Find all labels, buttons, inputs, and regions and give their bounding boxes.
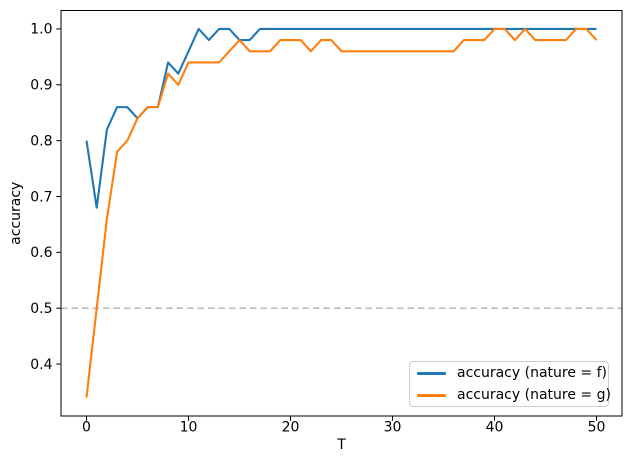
legend-item: accuracy (nature = g) [417,386,611,404]
x-tick-label: 10 [180,420,198,436]
x-tick-label: 20 [282,420,300,436]
plot-border [60,10,623,417]
y-tick-label: 0.6 [30,245,52,261]
y-axis-label: accuracy [8,182,24,245]
y-axis-ticks: 0.4 0.5 0.6 0.7 0.8 0.9 1.0 [30,22,61,373]
y-tick-label: 0.5 [30,301,52,317]
x-axis-label: T [336,437,346,453]
series-lines [85,27,598,398]
x-tick-label: 30 [384,420,402,436]
x-axis-ticks: 0 10 20 30 40 50 [82,416,605,436]
y-tick-label: 0.8 [30,133,52,149]
legend-label-f: accuracy (nature = f) [457,365,607,381]
y-tick-label: 0.4 [30,357,52,373]
y-tick-label: 0.7 [30,189,52,205]
y-tick-label: 1.0 [30,22,52,38]
y-tick-label: 0.9 [30,78,52,94]
x-tick-label: 50 [588,420,606,436]
legend-label-g: accuracy (nature = g) [457,387,611,403]
legend-line-g-swatch [417,393,446,397]
legend-line-f-swatch [417,371,446,375]
legend: accuracy (nature = f) accuracy (nature =… [409,361,611,407]
x-tick-label: 40 [486,420,504,436]
series-line-g [85,27,598,398]
x-tick-label: 0 [82,420,91,436]
series-line-f [85,27,597,209]
legend-item: accuracy (nature = f) [417,364,608,382]
